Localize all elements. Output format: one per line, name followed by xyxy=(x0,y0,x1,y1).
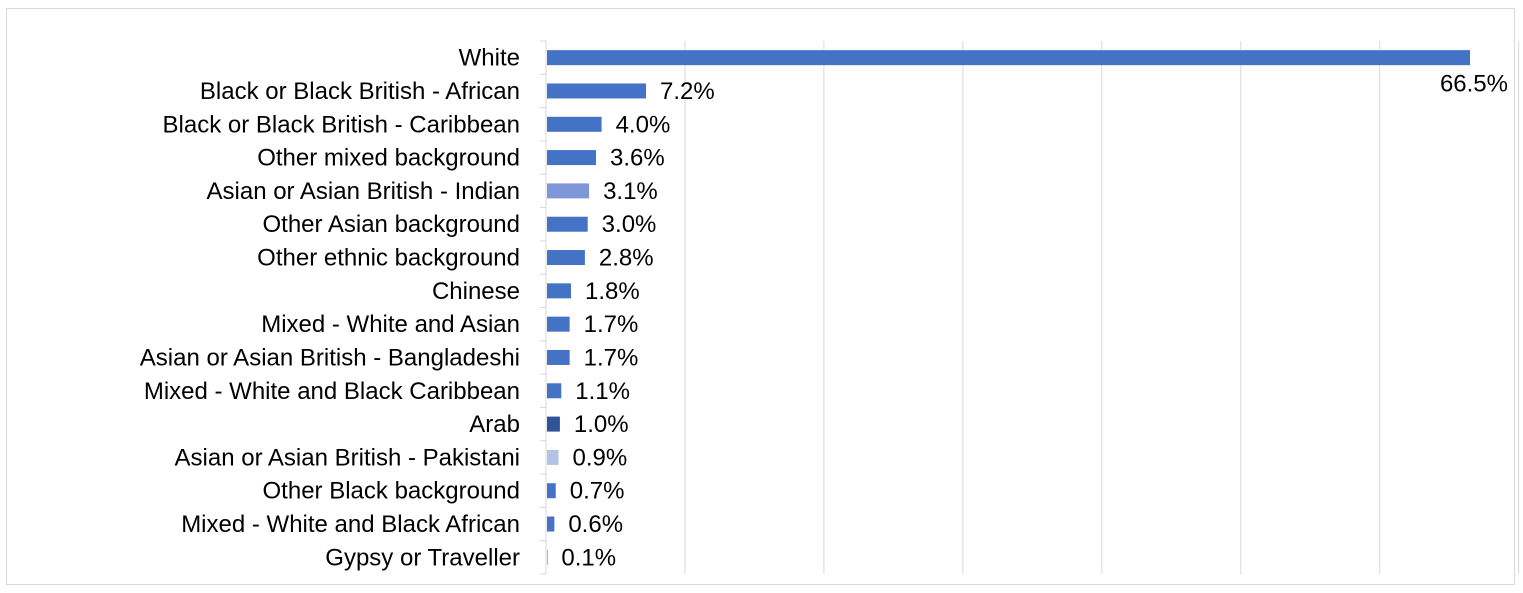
bar xyxy=(547,549,548,565)
value-label: 3.0% xyxy=(602,211,657,238)
category-label: Asian or Asian British - Pakistani xyxy=(175,444,520,471)
bar xyxy=(547,183,590,199)
bar xyxy=(547,216,588,232)
value-label: 1.7% xyxy=(584,311,639,338)
bar xyxy=(547,383,562,399)
category-label: Other mixed background xyxy=(257,145,520,172)
bar xyxy=(547,449,559,465)
bar xyxy=(547,116,602,132)
value-label: 3.6% xyxy=(610,145,665,172)
category-label: Mixed - White and Black African xyxy=(181,511,520,538)
bar xyxy=(547,250,585,266)
category-label: Other ethnic background xyxy=(257,245,520,272)
value-label: 7.2% xyxy=(660,78,715,105)
bar xyxy=(547,83,647,99)
category-label: Black or Black British - African xyxy=(200,78,520,105)
category-label: Gypsy or Traveller xyxy=(325,544,520,571)
category-labels: White Black or Black British - African Bla… xyxy=(140,45,520,572)
bar xyxy=(547,516,555,532)
gridlines xyxy=(684,41,1520,574)
bar xyxy=(547,150,597,166)
category-label: Mixed - White and Black Caribbean xyxy=(144,378,520,405)
category-label: Black or Black British - Caribbean xyxy=(163,111,520,138)
value-label: 0.7% xyxy=(570,478,625,505)
value-label: 1.1% xyxy=(575,378,630,405)
category-label: Chinese xyxy=(432,278,520,305)
category-label: Arab xyxy=(469,411,520,438)
value-labels: 66.5% 7.2% 4.0% 3.6% 3.1% 3.0% 2.8% 1.8% 1.7% 1.7… xyxy=(561,71,1508,572)
value-label: 1.8% xyxy=(585,278,640,305)
value-label: 1.7% xyxy=(584,344,639,371)
bar xyxy=(547,316,570,332)
category-label: Mixed - White and Asian xyxy=(261,311,520,338)
y-axis xyxy=(540,40,547,575)
value-label: 1.0% xyxy=(574,411,629,438)
bars xyxy=(547,50,1470,565)
value-label: 66.5% xyxy=(1440,71,1508,98)
value-label: 4.0% xyxy=(616,111,671,138)
value-label: 3.1% xyxy=(603,178,658,205)
category-label: Other Asian background xyxy=(263,211,521,238)
value-label: 0.9% xyxy=(573,444,628,471)
bar xyxy=(547,283,572,299)
category-label: Asian or Asian British - Indian xyxy=(207,178,521,205)
chart-frame xyxy=(6,8,1515,585)
bar xyxy=(547,483,556,499)
bar xyxy=(547,349,570,365)
value-label: 2.8% xyxy=(599,245,654,272)
value-label: 0.6% xyxy=(568,511,623,538)
bar xyxy=(547,416,560,432)
category-label: White xyxy=(459,45,520,72)
category-label: Asian or Asian British - Bangladeshi xyxy=(140,344,520,371)
category-label: Other Black background xyxy=(263,478,520,505)
bar xyxy=(547,50,1470,66)
value-label: 0.1% xyxy=(561,544,616,571)
